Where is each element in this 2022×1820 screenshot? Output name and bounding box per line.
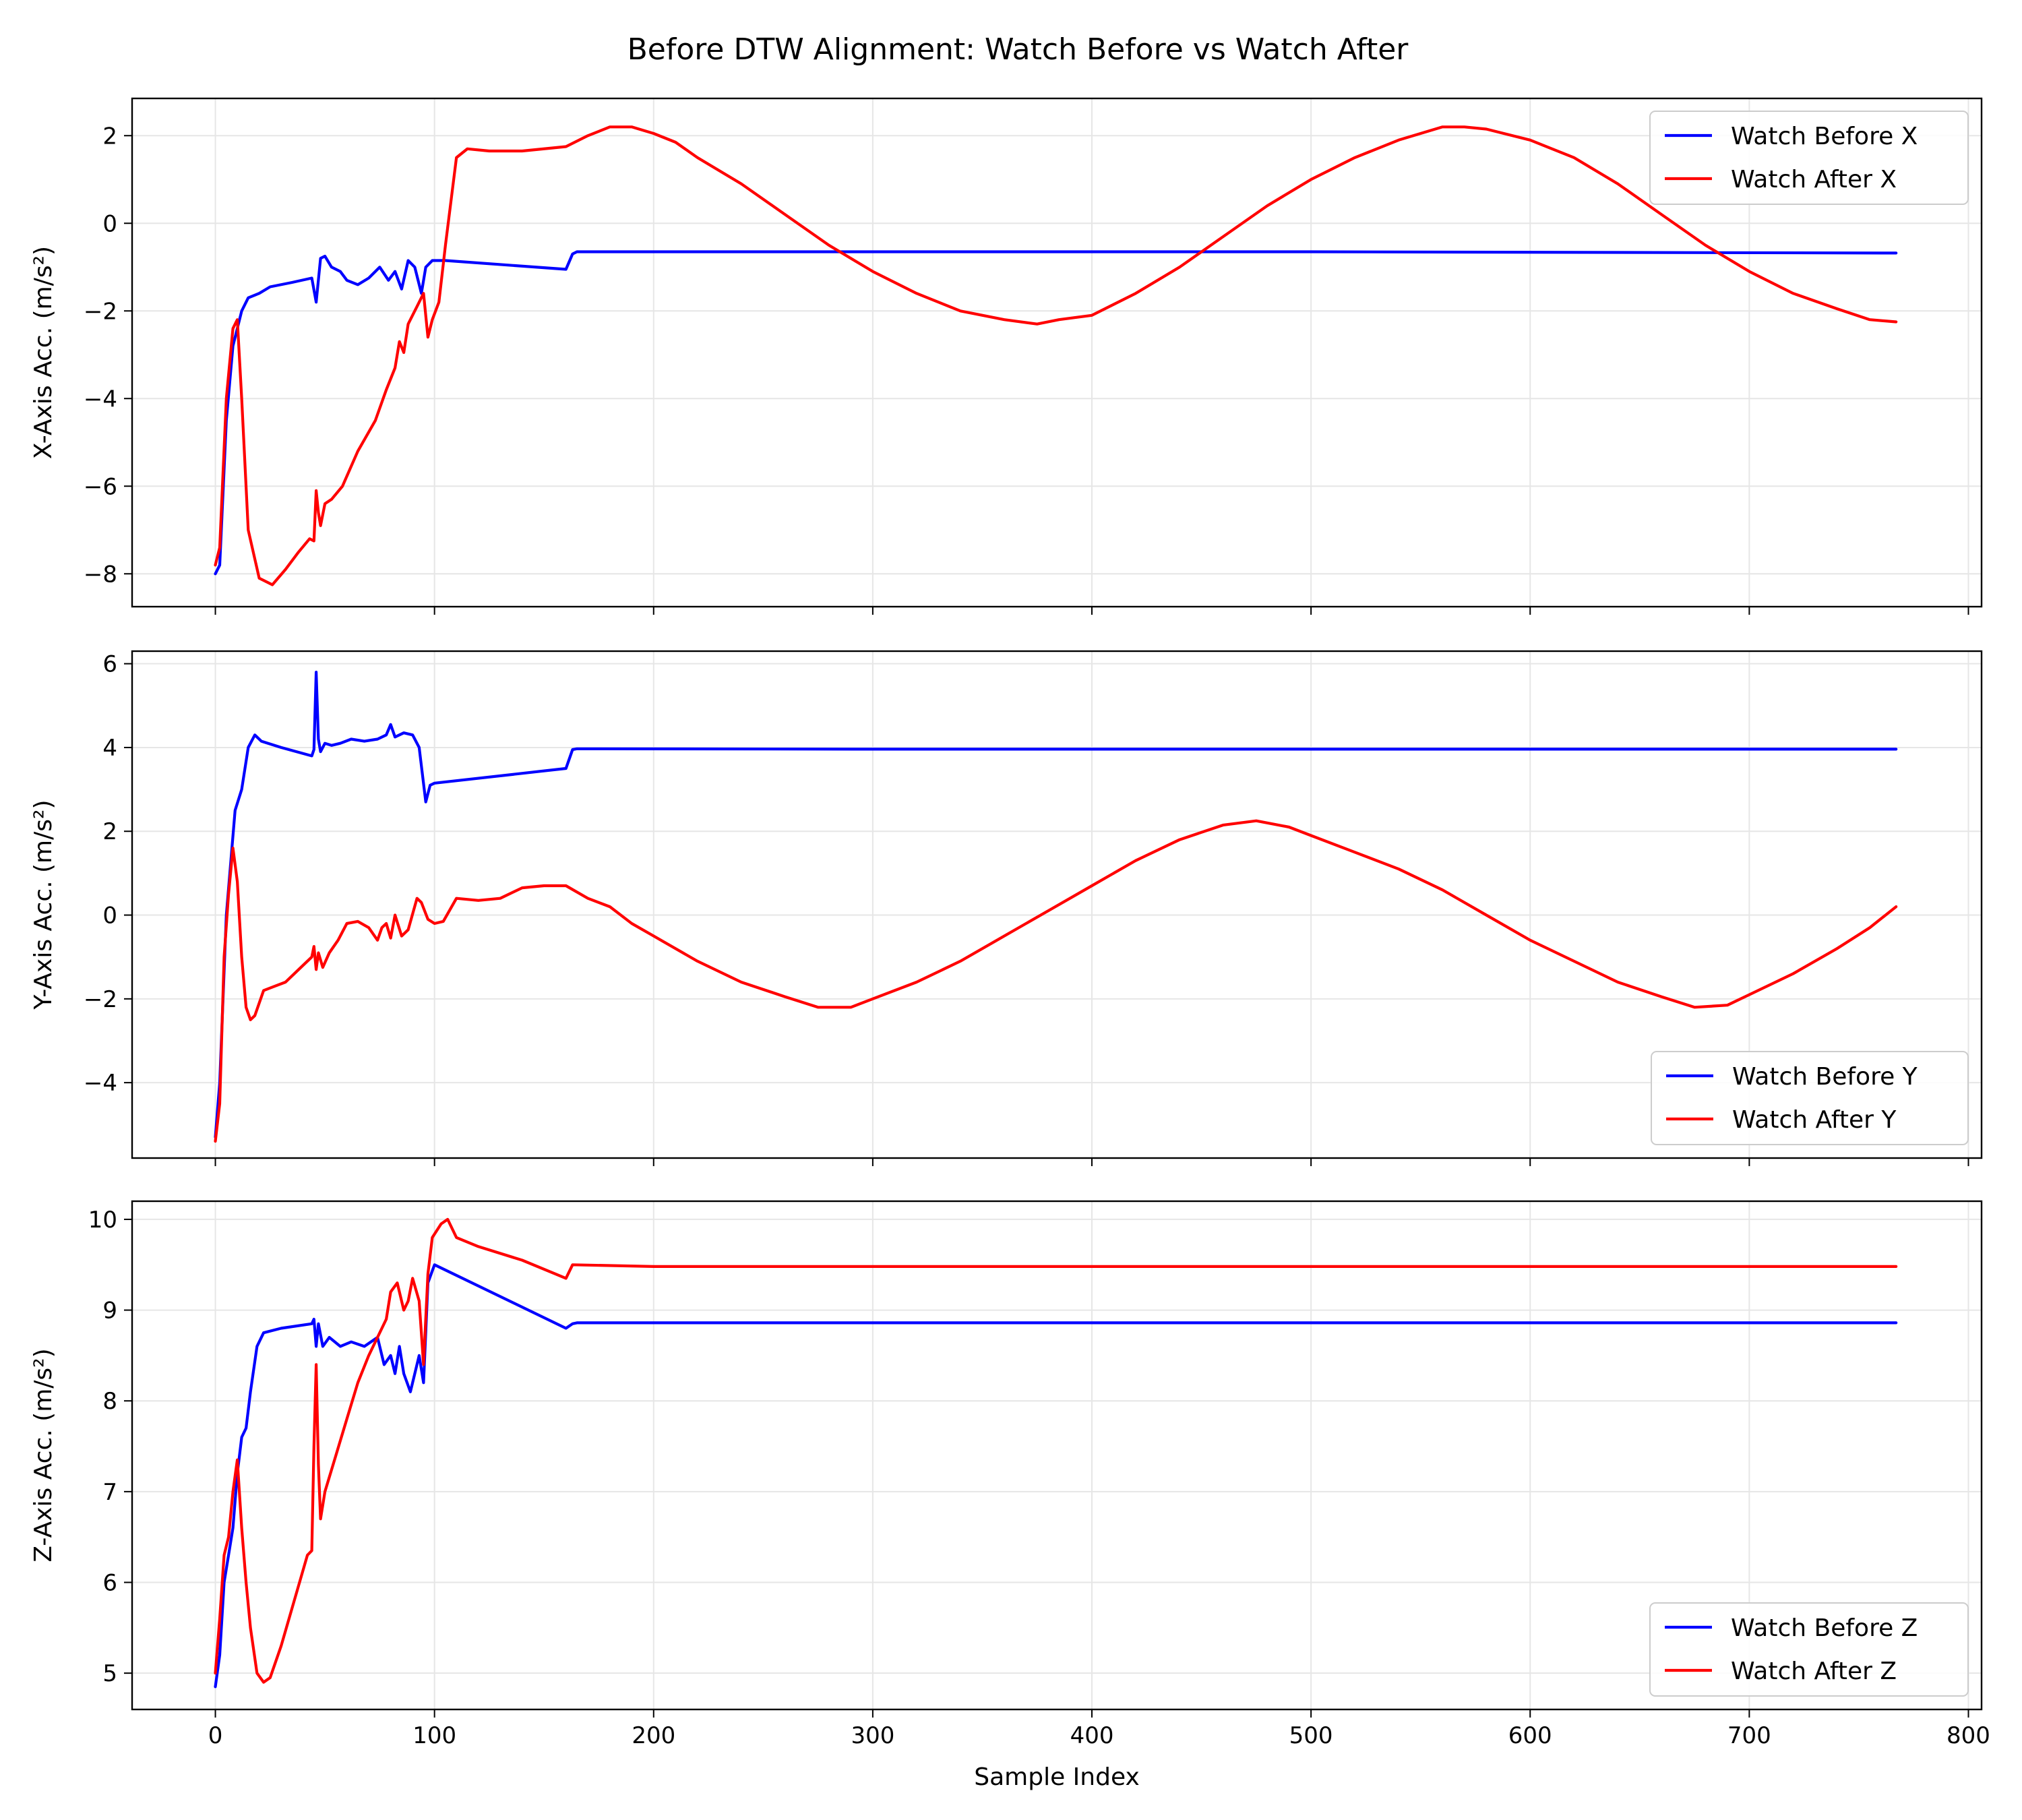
y-tick-label: 8 xyxy=(102,1388,117,1415)
x-tick-label: 300 xyxy=(851,1722,894,1749)
x-tick-label: 100 xyxy=(412,1722,456,1749)
chart-title: Before DTW Alignment: Watch Before vs Wa… xyxy=(627,32,1409,67)
axes-frame xyxy=(131,650,1983,1159)
legend-box xyxy=(1649,111,1969,205)
y-tick-label: 0 xyxy=(102,210,117,237)
x-tick-label: 200 xyxy=(632,1722,675,1749)
x-tick-label: 0 xyxy=(208,1722,223,1749)
x-tick-label: 500 xyxy=(1289,1722,1333,1749)
y-tick-label: −8 xyxy=(84,561,117,588)
legend: Watch Before Z Watch After Z xyxy=(1649,1602,1969,1697)
x-tick-label: 400 xyxy=(1070,1722,1114,1749)
legend-box xyxy=(1649,1602,1969,1697)
legend-label-2: Watch After Z xyxy=(1731,1658,1897,1685)
series-line-1 xyxy=(214,671,1898,1139)
y-tick-label: 9 xyxy=(102,1298,117,1325)
y-tick-label: 10 xyxy=(88,1207,117,1234)
legend-box xyxy=(1651,1051,1969,1145)
y-tick-label: 0 xyxy=(102,903,117,930)
y-tick-label: −6 xyxy=(84,473,117,500)
y-tick-label: 2 xyxy=(102,818,117,845)
axes-frame xyxy=(131,97,1983,608)
y-axis-label: X-Axis Acc. (m/s²) xyxy=(30,246,57,459)
y-tick-label: 7 xyxy=(102,1479,117,1506)
series-line-1 xyxy=(214,250,1898,576)
y-tick-label: −4 xyxy=(84,1070,117,1097)
series-line-1 xyxy=(214,1263,1898,1689)
subplots: −8 −6 −4 −2 0 2 X-Axis Acc. (m/s²) Watch Before… xyxy=(30,97,1990,1749)
y-tick-label: 2 xyxy=(102,123,117,150)
y-tick-label: 5 xyxy=(102,1660,117,1687)
legend-label-2: Watch After Y xyxy=(1732,1106,1897,1134)
legend-label-1: Watch Before Z xyxy=(1731,1614,1918,1642)
legend-label-1: Watch Before X xyxy=(1731,123,1918,150)
legend-label-1: Watch Before Y xyxy=(1732,1063,1918,1091)
x-axis-label: Sample Index xyxy=(974,1763,1140,1791)
subplot-2: −4 −2 0 2 4 6 Y-Axis Acc. (m/s²) Watch Before Y… xyxy=(30,650,1983,1166)
y-tick-label: −4 xyxy=(84,386,117,413)
legend-label-2: Watch After X xyxy=(1731,166,1897,193)
axes-frame xyxy=(131,1200,1983,1711)
x-tick-label: 800 xyxy=(1947,1722,1990,1749)
subplot-1: −8 −6 −4 −2 0 2 X-Axis Acc. (m/s²) Watch Before… xyxy=(30,97,1983,615)
subplot-3: 0 100 200 300 400 500 600 700 800 5 6 7 8 9 10 Z-Axis A… xyxy=(30,1200,1990,1749)
x-tick-label: 600 xyxy=(1508,1722,1552,1749)
legend: Watch Before Y Watch After Y xyxy=(1651,1051,1969,1145)
y-tick-label: −2 xyxy=(84,986,117,1013)
y-tick-label: 6 xyxy=(102,1570,117,1597)
legend: Watch Before X Watch After X xyxy=(1649,111,1969,205)
y-tick-label: 6 xyxy=(102,651,117,678)
x-tick-label: 700 xyxy=(1727,1722,1771,1749)
series-line-2 xyxy=(214,819,1898,1143)
y-axis-label: Y-Axis Acc. (m/s²) xyxy=(30,800,57,1010)
series-line-2 xyxy=(214,125,1898,586)
y-tick-label: −2 xyxy=(84,298,117,325)
y-axis-label: Z-Axis Acc. (m/s²) xyxy=(30,1348,57,1562)
y-tick-label: 4 xyxy=(102,735,117,762)
series-line-2 xyxy=(214,1217,1898,1684)
